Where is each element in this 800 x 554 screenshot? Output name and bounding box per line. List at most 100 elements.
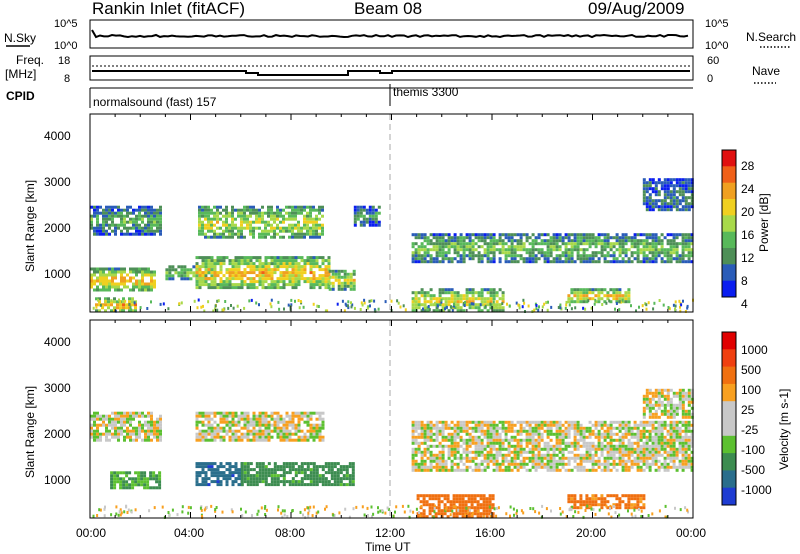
power-cell xyxy=(240,229,243,233)
power-cell xyxy=(642,184,646,188)
velocity-cell xyxy=(261,471,265,475)
velocity-cell xyxy=(303,411,307,415)
power-cell xyxy=(489,257,493,261)
power-cell xyxy=(273,217,276,221)
power-cell xyxy=(660,245,664,249)
power-cell xyxy=(426,239,430,243)
power-cell xyxy=(113,309,116,313)
power-cell xyxy=(174,271,178,275)
power-cell xyxy=(642,239,646,243)
velocity-cell xyxy=(321,477,325,481)
velocity-cell xyxy=(93,435,96,439)
power-cell xyxy=(603,254,607,258)
power-cell xyxy=(645,187,649,191)
power-cell xyxy=(177,271,181,275)
power-cell xyxy=(123,223,126,227)
velocity-cell xyxy=(198,465,202,469)
power-cell xyxy=(525,257,529,261)
velocity-cell xyxy=(603,438,607,442)
power-cell xyxy=(249,277,253,281)
power-cell xyxy=(165,271,169,275)
velocity-cell xyxy=(465,444,469,448)
power-cell xyxy=(309,265,313,269)
velocity-cell xyxy=(446,494,450,498)
power-cell xyxy=(258,283,262,287)
velocity-cell xyxy=(219,480,223,484)
velocity-cell xyxy=(618,426,622,430)
velocity-cell xyxy=(555,435,559,439)
velocity-cell xyxy=(600,447,604,451)
power-cell xyxy=(371,211,375,215)
power-cell xyxy=(249,286,253,290)
power-cell xyxy=(666,233,670,237)
velocity-cell xyxy=(480,438,484,442)
power-speckle xyxy=(139,306,142,310)
power-cell xyxy=(122,297,125,301)
power-cell xyxy=(654,199,658,203)
velocity-cell xyxy=(447,456,451,460)
power-cell xyxy=(228,229,231,233)
power-cell xyxy=(474,236,478,240)
power-cell xyxy=(273,262,277,266)
power-cell xyxy=(119,309,122,313)
velocity-cell xyxy=(627,468,631,472)
velocity-cell xyxy=(531,432,535,436)
power-cell xyxy=(669,196,673,200)
velocity-cell xyxy=(666,453,670,457)
velocity-cell xyxy=(114,414,117,418)
velocity-cell xyxy=(417,444,421,448)
velocity-cell xyxy=(231,414,235,418)
velocity-cell xyxy=(606,465,610,469)
velocity-cell xyxy=(681,468,685,472)
power-cell xyxy=(144,270,147,274)
velocity-cell xyxy=(618,420,622,424)
power-cell xyxy=(606,251,610,255)
power-cell xyxy=(246,217,249,221)
power-cell xyxy=(96,220,99,224)
velocity-cell xyxy=(516,420,520,424)
velocity-cell xyxy=(663,462,667,466)
power-speckle xyxy=(122,309,125,313)
velocity-cell xyxy=(483,456,487,460)
velocity-cell xyxy=(123,411,126,415)
velocity-cell xyxy=(573,459,577,463)
power-cell xyxy=(324,259,328,263)
velocity-cell xyxy=(108,438,111,442)
velocity-cell xyxy=(615,462,619,466)
velocity-cell xyxy=(134,477,138,481)
power-cell xyxy=(549,251,553,255)
power-cell xyxy=(267,274,271,278)
velocity-cell xyxy=(255,474,259,478)
velocity-cell xyxy=(549,459,553,463)
velocity-cell xyxy=(489,438,493,442)
velocity-cell xyxy=(630,432,634,436)
power-cell xyxy=(258,259,262,263)
power-cell xyxy=(318,217,321,221)
velocity-cell xyxy=(675,438,679,442)
velocity-cell xyxy=(306,420,310,424)
power-cell xyxy=(126,220,129,224)
velocity-cell xyxy=(495,450,499,454)
velocity-cell xyxy=(411,441,415,445)
velocity-cell xyxy=(588,432,592,436)
power-cell xyxy=(147,226,150,230)
power-cell xyxy=(270,256,274,260)
velocity-cell xyxy=(158,480,162,484)
power-speckle xyxy=(102,304,105,308)
velocity-cell xyxy=(210,468,214,472)
velocity-cell xyxy=(246,468,250,472)
velocity-cell xyxy=(423,447,427,451)
power-cell xyxy=(678,193,682,197)
power-cell xyxy=(660,199,664,203)
velocity-cell xyxy=(267,414,271,418)
velocity-cell xyxy=(204,438,208,442)
velocity-cell xyxy=(591,465,595,469)
velocity-cell xyxy=(312,429,316,433)
power-cell xyxy=(243,271,247,275)
velocity-cell xyxy=(150,438,153,442)
power-cell xyxy=(447,248,451,252)
power-cell xyxy=(144,226,147,230)
power-cell xyxy=(462,309,466,313)
velocity-cell xyxy=(441,462,445,466)
velocity-cell xyxy=(579,465,583,469)
